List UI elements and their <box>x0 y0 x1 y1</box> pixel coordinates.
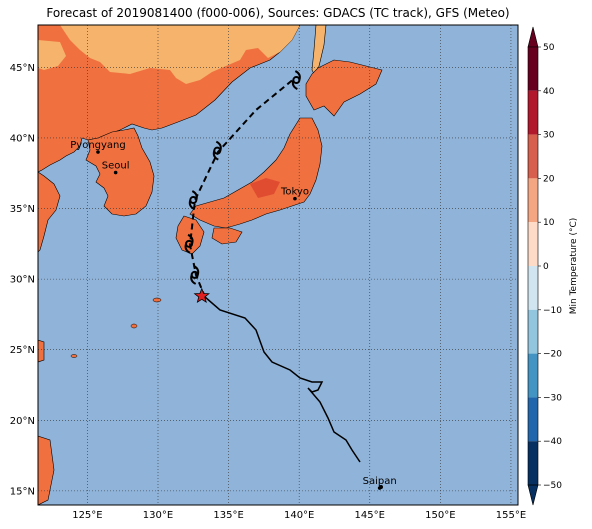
colorbar-segment <box>528 397 538 442</box>
colorbar-tick-label: 20 <box>543 174 555 184</box>
colorbar-segment <box>528 309 538 354</box>
colorbar-segment <box>528 47 538 91</box>
colorbar-tick-label: −20 <box>543 350 562 360</box>
hokkaido <box>305 59 383 117</box>
gridlines <box>38 25 518 505</box>
colorbar: 50 40 30 20 10 0 −10 −20 −30 −40 −50 <box>527 26 562 506</box>
forecast-track <box>188 77 296 298</box>
lat-tick-label: 30°N <box>10 275 35 286</box>
colorbar-extend-max <box>527 26 539 48</box>
colorbar-tick-label: −10 <box>543 306 562 316</box>
city-label: Tokyo <box>280 187 309 198</box>
island <box>130 323 138 329</box>
land-hot-spot <box>250 178 280 198</box>
typhoon-icon <box>291 70 301 90</box>
colorbar-segment <box>528 90 538 135</box>
city-label: Saipan <box>363 476 397 487</box>
land-cool-north <box>60 25 300 84</box>
colorbar-tick-label: 30 <box>543 131 555 141</box>
china-coast <box>38 171 61 253</box>
typhoon-icon <box>212 140 222 161</box>
colorbar-label: Min Temperature (°C) <box>569 218 579 315</box>
colorbar-segment <box>528 178 538 223</box>
city-dot <box>377 486 382 490</box>
colorbar-segment <box>528 222 538 266</box>
lat-tick-label: 35°N <box>10 204 35 215</box>
taiwan-edge <box>38 339 45 363</box>
colorbar-segment <box>528 134 538 179</box>
colorbar-tick-label: −30 <box>543 393 562 403</box>
colorbar-extend-min <box>527 484 539 506</box>
lon-tick-label: 150°E <box>425 510 455 521</box>
colorbar-tick-label: 40 <box>543 87 555 97</box>
city-label: Pyongyang <box>70 140 125 151</box>
lat-tick-label: 15°N <box>10 486 35 497</box>
current-position-star-icon <box>193 287 210 303</box>
colorbar-segment <box>528 441 538 485</box>
city-dot <box>96 150 100 154</box>
city-dot <box>293 196 297 201</box>
lon-tick-label: 145°E <box>355 510 385 521</box>
lon-tick-label: 130°E <box>143 510 173 521</box>
lon-tick-label: 135°E <box>213 510 243 521</box>
lon-tick-label: 155°E <box>496 510 526 521</box>
typhoon-icon <box>188 190 198 210</box>
luzon-edge <box>38 435 55 505</box>
lat-tick-label: 45°N <box>10 63 35 74</box>
colorbar-segment <box>528 353 538 398</box>
forecast-markers <box>184 70 301 303</box>
lat-tick-label: 25°N <box>10 345 35 356</box>
island <box>152 297 162 303</box>
observed-track <box>204 296 361 463</box>
colorbar-segment <box>528 266 538 310</box>
colorbar-tick-label: −40 <box>543 437 562 447</box>
city-markers: Pyongyang Seoul Tokyo Saipan <box>70 140 397 490</box>
map-frame <box>37 24 519 506</box>
shikoku <box>211 227 243 245</box>
lon-tick-label: 125°E <box>72 510 102 521</box>
island <box>70 354 78 358</box>
colorbar-tick-label: −50 <box>543 481 562 491</box>
lon-tick-label: 140°E <box>284 510 314 521</box>
colorbar-tick-label: 50 <box>543 43 555 53</box>
colorbar-tick-label: 0 <box>543 262 549 272</box>
lat-tick-label: 40°N <box>10 133 35 144</box>
typhoon-icon <box>184 233 194 254</box>
city-dot <box>113 170 118 175</box>
lat-tick-label: 20°N <box>10 416 35 427</box>
axis-ticks: 125°E 130°E 135°E 140°E 145°E 150°E 155°E 45°N 4… <box>10 63 526 521</box>
typhoon-icon <box>190 264 200 285</box>
land-layer <box>38 25 383 505</box>
colorbar-tick-label: 10 <box>543 218 555 228</box>
city-label: Seoul <box>102 161 130 172</box>
map-title: Forecast of 2019081400 (f000-006), Sourc… <box>46 6 510 20</box>
korea <box>85 127 155 217</box>
land-cool-west <box>38 40 66 70</box>
